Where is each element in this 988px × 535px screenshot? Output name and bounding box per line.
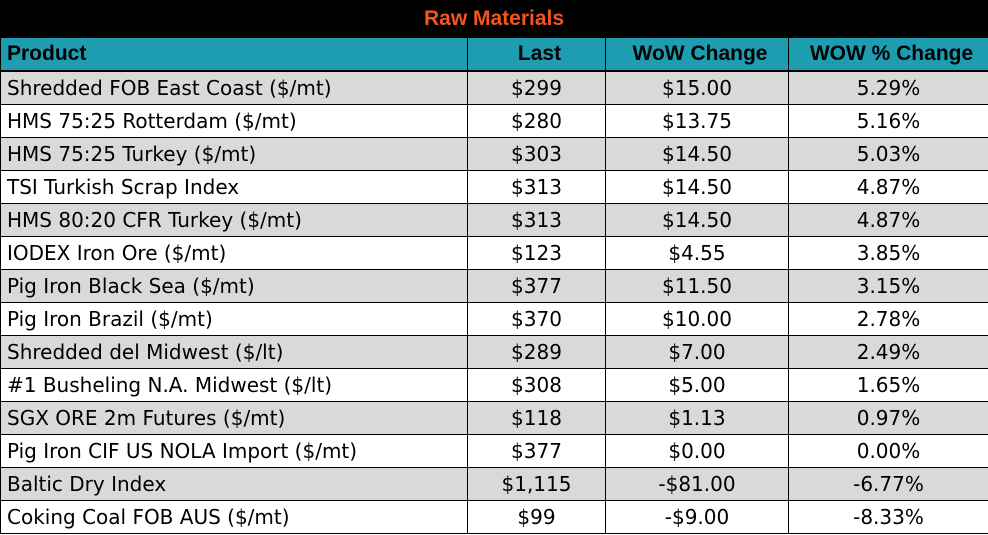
- last-cell: $289: [467, 334, 606, 369]
- table-row: TSI Turkish Scrap Index $313 $14.50 4.87%: [0, 169, 988, 204]
- table-row: Pig Iron Brazil ($/mt) $370 $10.00 2.78%: [0, 301, 988, 336]
- last-cell: $299: [467, 70, 606, 105]
- table-row: HMS 75:25 Rotterdam ($/mt) $280 $13.75 5.16…: [0, 103, 988, 138]
- last-cell: $308: [467, 367, 606, 402]
- last-cell: $377: [467, 268, 606, 303]
- product-cell: HMS 75:25 Rotterdam ($/mt): [0, 103, 468, 138]
- wow-pct-change-cell: 4.87%: [788, 202, 988, 237]
- wow-change-cell: $4.55: [605, 235, 789, 270]
- column-header-last: Last: [467, 38, 606, 72]
- last-cell: $313: [467, 169, 606, 204]
- table-row: Shredded FOB East Coast ($/mt) $299 $15.00…: [0, 70, 988, 105]
- product-cell: HMS 80:20 CFR Turkey ($/mt): [0, 202, 468, 237]
- last-cell: $99: [467, 499, 606, 534]
- product-cell: Pig Iron Black Sea ($/mt): [0, 268, 468, 303]
- table-row: Coking Coal FOB AUS ($/mt) $99 -$9.00 -8.33…: [0, 499, 988, 534]
- column-header-product: Product: [0, 38, 468, 72]
- product-cell: TSI Turkish Scrap Index: [0, 169, 468, 204]
- column-header-wow-change: WoW Change: [605, 38, 789, 72]
- wow-pct-change-cell: 0.97%: [788, 400, 988, 435]
- last-cell: $370: [467, 301, 606, 336]
- last-cell: $313: [467, 202, 606, 237]
- table-body: Shredded FOB East Coast ($/mt) $299 $15.00…: [0, 70, 988, 534]
- wow-change-cell: $10.00: [605, 301, 789, 336]
- table-row: HMS 75:25 Turkey ($/mt) $303 $14.50 5.03%: [0, 136, 988, 171]
- table-row: IODEX Iron Ore ($/mt) $123 $4.55 3.85%: [0, 235, 988, 270]
- product-cell: Pig Iron Brazil ($/mt): [0, 301, 468, 336]
- wow-pct-change-cell: 5.29%: [788, 70, 988, 105]
- table-row: SGX ORE 2m Futures ($/mt) $118 $1.13 0.97%: [0, 400, 988, 435]
- column-header-wow-pct-change: WOW % Change: [788, 38, 988, 72]
- wow-change-cell: -$81.00: [605, 466, 789, 501]
- wow-pct-change-cell: 5.16%: [788, 103, 988, 138]
- table-title: Raw Materials: [0, 0, 988, 38]
- wow-change-cell: -$9.00: [605, 499, 789, 534]
- wow-pct-change-cell: 2.49%: [788, 334, 988, 369]
- product-cell: HMS 75:25 Turkey ($/mt): [0, 136, 468, 171]
- wow-change-cell: $0.00: [605, 433, 789, 468]
- table-row: #1 Busheling N.A. Midwest ($/lt) $308 $5.0…: [0, 367, 988, 402]
- wow-pct-change-cell: 3.15%: [788, 268, 988, 303]
- wow-change-cell: $11.50: [605, 268, 789, 303]
- raw-materials-table: Product Last WoW Change WOW % Change Shr…: [0, 38, 988, 534]
- product-cell: IODEX Iron Ore ($/mt): [0, 235, 468, 270]
- last-cell: $303: [467, 136, 606, 171]
- wow-pct-change-cell: 2.78%: [788, 301, 988, 336]
- product-cell: Shredded del Midwest ($/lt): [0, 334, 468, 369]
- wow-change-cell: $7.00: [605, 334, 789, 369]
- product-cell: Shredded FOB East Coast ($/mt): [0, 70, 468, 105]
- wow-change-cell: $14.50: [605, 169, 789, 204]
- product-cell: #1 Busheling N.A. Midwest ($/lt): [0, 367, 468, 402]
- last-cell: $1,115: [467, 466, 606, 501]
- wow-change-cell: $1.13: [605, 400, 789, 435]
- wow-pct-change-cell: 4.87%: [788, 169, 988, 204]
- wow-change-cell: $15.00: [605, 70, 789, 105]
- last-cell: $118: [467, 400, 606, 435]
- wow-change-cell: $14.50: [605, 136, 789, 171]
- table-row: Shredded del Midwest ($/lt) $289 $7.00 2.49…: [0, 334, 988, 369]
- wow-pct-change-cell: 3.85%: [788, 235, 988, 270]
- table-row: Baltic Dry Index $1,115 -$81.00 -6.77%: [0, 466, 988, 501]
- wow-pct-change-cell: 0.00%: [788, 433, 988, 468]
- wow-change-cell: $5.00: [605, 367, 789, 402]
- wow-change-cell: $13.75: [605, 103, 789, 138]
- last-cell: $123: [467, 235, 606, 270]
- table-row: Pig Iron CIF US NOLA Import ($/mt) $377 $0…: [0, 433, 988, 468]
- product-cell: Baltic Dry Index: [0, 466, 468, 501]
- header-row: Product Last WoW Change WOW % Change: [0, 38, 988, 72]
- last-cell: $377: [467, 433, 606, 468]
- product-cell: Pig Iron CIF US NOLA Import ($/mt): [0, 433, 468, 468]
- table-row: HMS 80:20 CFR Turkey ($/mt) $313 $14.50 4.8…: [0, 202, 988, 237]
- wow-change-cell: $14.50: [605, 202, 789, 237]
- wow-pct-change-cell: 1.65%: [788, 367, 988, 402]
- product-cell: Coking Coal FOB AUS ($/mt): [0, 499, 468, 534]
- table-row: Pig Iron Black Sea ($/mt) $377 $11.50 3.15%: [0, 268, 988, 303]
- product-cell: SGX ORE 2m Futures ($/mt): [0, 400, 468, 435]
- last-cell: $280: [467, 103, 606, 138]
- wow-pct-change-cell: -8.33%: [788, 499, 988, 534]
- wow-pct-change-cell: 5.03%: [788, 136, 988, 171]
- wow-pct-change-cell: -6.77%: [788, 466, 988, 501]
